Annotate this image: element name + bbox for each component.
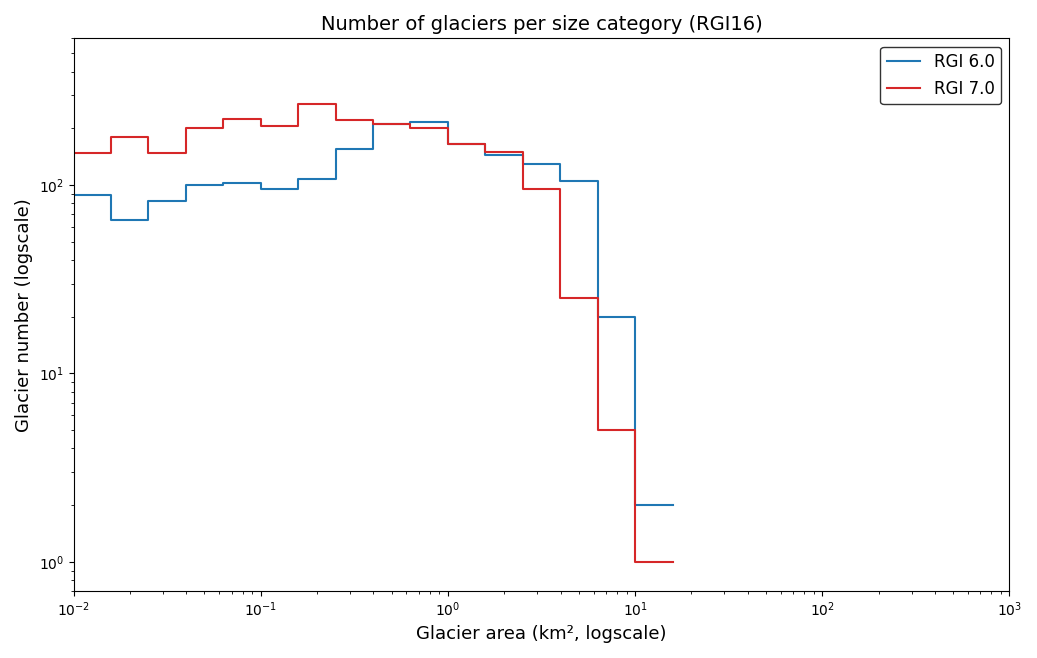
RGI 7.0 [292,122,305,130]
Line: RGI 7.0: RGI 7.0 [74,104,673,562]
RGI 6.0 [554,160,566,168]
RGI 7.0 [554,295,566,303]
RGI 7.0 [330,100,342,108]
RGI 7.0 [628,426,641,434]
RGI 6.0 [292,175,305,183]
RGI 7.0 [217,124,229,132]
Legend: RGI 6.0, RGI 7.0: RGI 6.0, RGI 7.0 [880,47,1001,105]
RGI 7.0 [442,140,454,148]
RGI 7.0 [554,186,566,193]
RGI 6.0 [628,501,641,509]
RGI 7.0 [67,149,80,157]
RGI 7.0 [404,124,417,132]
RGI 7.0 [367,116,380,124]
RGI 6.0 [330,175,342,183]
RGI 6.0 [367,120,380,128]
RGI 7.0 [479,140,492,148]
RGI 6.0 [442,118,454,126]
RGI 6.0 [591,313,604,320]
RGI 6.0 [142,216,155,224]
RGI 6.0 [479,140,492,148]
RGI 7.0 [516,186,529,193]
RGI 6.0 [67,191,80,199]
RGI 7.0 [479,148,492,156]
RGI 7.0 [367,120,380,128]
RGI 7.0 [591,426,604,434]
RGI 7.0 [217,114,229,122]
RGI 6.0 [179,181,192,189]
RGI 6.0 [591,177,604,185]
RGI 6.0 [404,120,417,128]
RGI 7.0 [105,149,117,157]
Y-axis label: Glacier number (logscale): Glacier number (logscale) [15,198,33,432]
RGI 6.0 [404,118,417,126]
RGI 7.0 [179,124,192,132]
RGI 6.0 [254,186,267,193]
RGI 6.0 [442,140,454,148]
RGI 6.0 [628,313,641,320]
RGI 7.0 [442,124,454,132]
RGI 6.0 [330,145,342,153]
RGI 6.0 [254,180,267,188]
RGI 7.0 [404,120,417,128]
RGI 6.0 [367,145,380,153]
RGI 7.0 [330,116,342,124]
RGI 7.0 [628,558,641,566]
RGI 6.0 [179,197,192,205]
RGI 7.0 [142,133,155,141]
RGI 6.0 [516,151,529,159]
RGI 7.0 [142,149,155,157]
RGI 6.0 [516,160,529,168]
RGI 6.0 [217,181,229,189]
RGI 7.0 [516,148,529,156]
X-axis label: Glacier area (km², logscale): Glacier area (km², logscale) [416,625,667,643]
RGI 7.0 [254,122,267,130]
RGI 7.0 [292,100,305,108]
RGI 6.0 [667,501,679,509]
RGI 6.0 [105,216,117,224]
RGI 7.0 [179,149,192,157]
RGI 7.0 [667,558,679,566]
RGI 6.0 [554,177,566,185]
RGI 6.0 [142,197,155,205]
RGI 6.0 [479,151,492,159]
RGI 6.0 [217,180,229,188]
RGI 7.0 [105,133,117,141]
Line: RGI 6.0: RGI 6.0 [74,122,673,505]
Title: Number of glaciers per size category (RGI16): Number of glaciers per size category (RG… [320,15,762,34]
RGI 7.0 [591,295,604,303]
RGI 6.0 [292,186,305,193]
RGI 6.0 [105,191,117,199]
RGI 7.0 [254,114,267,122]
